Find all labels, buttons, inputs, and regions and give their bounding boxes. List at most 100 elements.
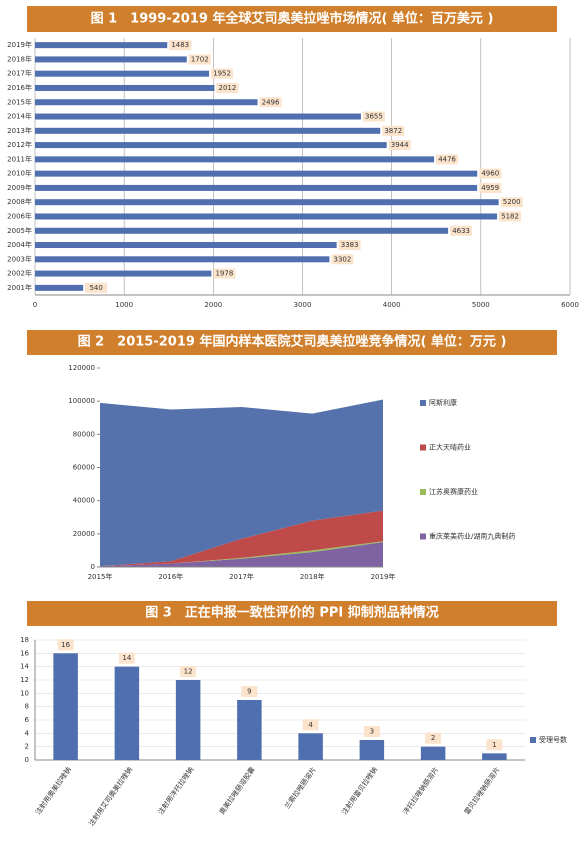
bar xyxy=(35,56,187,63)
y-tick-label: 14 xyxy=(20,663,29,671)
y-tick-label: 2019年 xyxy=(7,40,32,49)
label-box xyxy=(479,168,502,179)
y-tick-label: 2014年 xyxy=(7,112,32,121)
bar xyxy=(237,700,262,760)
data-label: 2012 xyxy=(218,84,236,92)
label-box xyxy=(362,111,385,122)
data-label: 1702 xyxy=(191,55,209,63)
bar xyxy=(35,113,361,120)
area xyxy=(100,399,383,567)
label-box xyxy=(500,197,523,208)
y-tick-label: 2015年 xyxy=(7,97,32,106)
bar xyxy=(35,142,387,149)
bar xyxy=(35,242,337,249)
x-tick-label: 2015年 xyxy=(88,572,113,581)
bar xyxy=(298,733,323,760)
y-tick-label: 2018年 xyxy=(7,54,32,63)
y-tick-label: 10 xyxy=(20,689,29,697)
title-banner xyxy=(27,330,557,355)
legend-swatch xyxy=(420,533,426,540)
label-box xyxy=(450,225,473,236)
area xyxy=(100,542,383,567)
label-box xyxy=(479,182,502,193)
x-tick-label: 兰索拉唑肠溶片 xyxy=(282,765,317,810)
bar xyxy=(35,84,215,91)
x-tick-label: 注射用泮托拉唑钠 xyxy=(156,765,195,816)
bar xyxy=(35,270,212,277)
y-tick-label: 2008年 xyxy=(7,197,32,206)
bar xyxy=(35,227,449,234)
bar xyxy=(35,284,84,291)
bar xyxy=(35,256,330,263)
y-tick-label: 2006年 xyxy=(7,211,32,220)
y-tick-label: 60000 xyxy=(73,464,95,472)
y-tick-label: 16 xyxy=(20,649,29,657)
x-tick-label: 4000 xyxy=(383,301,401,309)
y-tick-label: 2012年 xyxy=(7,140,32,149)
y-tick-label: 6 xyxy=(25,716,30,724)
bar xyxy=(35,99,258,106)
label-box xyxy=(57,639,74,651)
data-label: 4476 xyxy=(438,155,456,163)
y-tick-label: 2016年 xyxy=(7,83,32,92)
bar xyxy=(35,184,478,191)
data-label: 16 xyxy=(61,641,70,649)
y-tick-label: 2002年 xyxy=(7,269,32,278)
x-tick-label: 2018年 xyxy=(300,572,325,581)
label-box xyxy=(169,40,192,51)
bar xyxy=(359,740,385,760)
bar xyxy=(482,753,507,760)
data-label: 3872 xyxy=(384,127,402,135)
x-tick-label: 泮托拉唑钠肠溶片 xyxy=(401,765,440,816)
label-box xyxy=(216,82,239,93)
y-tick-label: 2004年 xyxy=(7,240,32,249)
data-label: 5182 xyxy=(501,212,519,220)
legend-label: 江苏奥赛康药业 xyxy=(429,487,478,496)
legend-label: 重庆莱美药业/湖南九典制药 xyxy=(429,532,515,541)
y-tick-label: 4 xyxy=(25,729,30,737)
legend-swatch xyxy=(420,400,426,406)
data-label: 1952 xyxy=(213,70,231,78)
data-label: 1 xyxy=(492,741,496,749)
legend-label: 阿斯利康 xyxy=(429,398,457,407)
data-label: 2496 xyxy=(262,98,280,106)
y-tick-label: 120000 xyxy=(68,364,95,372)
label-box xyxy=(331,254,354,265)
y-tick-label: 2005年 xyxy=(7,226,32,235)
data-label: 1483 xyxy=(171,41,189,49)
bar xyxy=(35,127,381,134)
legend-swatch xyxy=(420,444,426,451)
label-box xyxy=(436,154,459,165)
bar xyxy=(35,213,498,220)
label-box xyxy=(499,211,522,222)
data-label: 540 xyxy=(89,284,102,292)
label-box xyxy=(259,97,282,108)
legend-swatch xyxy=(530,737,536,743)
y-tick-label: 18 xyxy=(20,636,29,644)
chart-title: 图 2 2015-2019 年国内样本医院艾司奥美拉唑竞争情况( 单位：万元 ) xyxy=(78,334,507,350)
label-box xyxy=(213,268,236,279)
data-label: 3944 xyxy=(391,141,409,149)
x-tick-label: 2019年 xyxy=(371,572,396,581)
label-box xyxy=(302,719,319,731)
data-label: 4959 xyxy=(481,184,499,192)
label-box xyxy=(118,652,135,664)
data-label: 4 xyxy=(308,721,313,729)
y-tick-label: 40000 xyxy=(73,497,95,505)
x-tick-label: 奥美拉唑肠溶胶囊 xyxy=(217,765,256,816)
bar xyxy=(175,680,201,760)
bar xyxy=(53,653,78,760)
data-label: 3383 xyxy=(341,241,359,249)
x-tick-label: 注射用雷贝拉唑钠 xyxy=(340,765,379,816)
data-label: 2 xyxy=(431,734,435,742)
x-tick-label: 6000 xyxy=(561,301,579,309)
x-tick-label: 0 xyxy=(33,301,37,309)
bar xyxy=(420,746,446,760)
bar xyxy=(114,666,140,760)
label-box xyxy=(85,282,108,293)
label-box xyxy=(486,739,503,751)
data-label: 3 xyxy=(370,728,374,736)
data-label: 5200 xyxy=(503,198,521,206)
data-label: 1978 xyxy=(215,270,233,278)
